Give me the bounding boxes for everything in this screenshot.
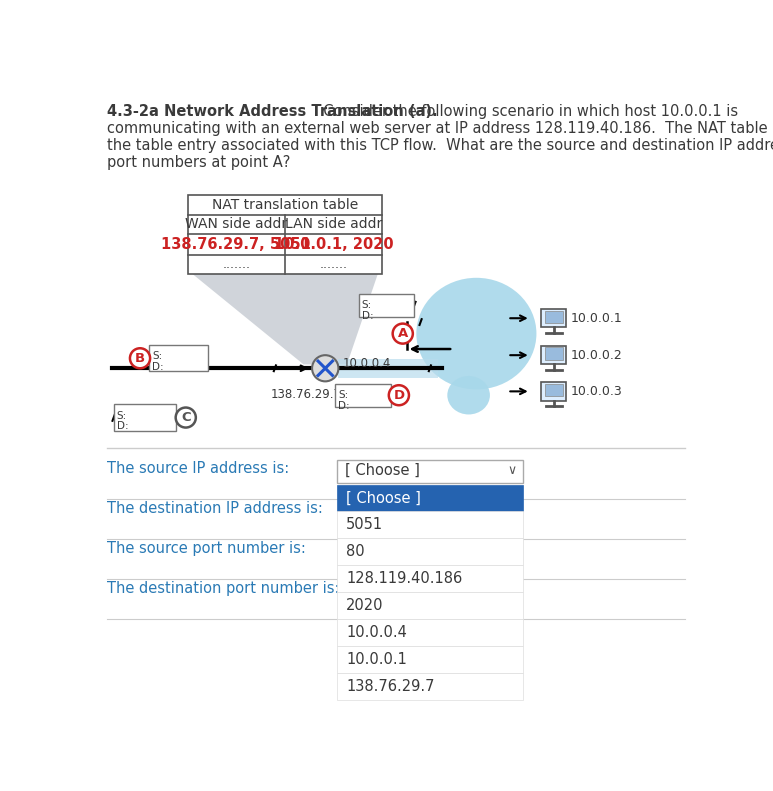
Bar [541,309,567,327]
Bar [541,382,567,400]
Ellipse shape [448,376,490,414]
Text: 10.0.0.4: 10.0.0.4 [346,625,407,640]
Text: 5051: 5051 [346,517,383,532]
Text: 10.0.0.1, 2020: 10.0.0.1, 2020 [274,237,393,252]
Text: 80: 80 [346,544,365,559]
Text: 10.0.0.1: 10.0.0.1 [571,312,623,325]
Text: 138.76.29.7: 138.76.29.7 [271,388,342,400]
Text: [ Choose ]: [ Choose ] [345,464,420,479]
Text: D:: D: [339,400,350,411]
Ellipse shape [417,278,536,389]
Text: D:: D: [362,311,373,320]
FancyBboxPatch shape [337,512,523,539]
Bar [149,345,208,371]
Text: 10.0.0.2: 10.0.0.2 [571,349,623,361]
Text: The source port number is:: The source port number is: [107,541,306,556]
FancyBboxPatch shape [337,673,523,700]
Circle shape [393,324,413,343]
Bar [544,384,564,396]
Bar [114,404,175,430]
Bar [359,293,414,316]
Text: B: B [135,352,145,365]
Text: WAN side addr: WAN side addr [185,218,288,231]
Text: port numbers at point A?: port numbers at point A? [107,155,290,170]
Bar [544,311,564,323]
Text: 10.0.0.1: 10.0.0.1 [346,653,407,668]
Circle shape [312,355,339,381]
Bar [541,346,567,365]
Text: communicating with an external web server at IP address 128.119.40.186.  The NAT: communicating with an external web serve… [107,121,773,136]
Text: 4.3-2a Network Address Translation (a).: 4.3-2a Network Address Translation (a). [107,104,438,119]
FancyBboxPatch shape [337,539,523,566]
Text: A: A [397,327,408,340]
Text: D: D [393,388,404,402]
Text: .......: ....... [319,258,347,271]
Text: LAN side addr: LAN side addr [284,218,382,231]
Circle shape [389,385,409,405]
Circle shape [175,407,196,428]
Text: S:: S: [339,390,349,399]
Text: Consider the following scenario in which host 10.0.0.1 is: Consider the following scenario in which… [315,104,738,119]
Text: The destination port number is:: The destination port number is: [107,581,340,596]
Circle shape [130,348,150,369]
Bar [335,384,391,407]
Bar [188,195,382,274]
Text: 10.0.0.3: 10.0.0.3 [571,385,623,398]
Text: S:: S: [117,411,127,421]
Text: NAT translation table: NAT translation table [212,198,358,212]
Text: the table entry associated with this TCP flow.  What are the source and destinat: the table entry associated with this TCP… [107,138,773,153]
Text: 138.76.29.7, 5051: 138.76.29.7, 5051 [162,237,311,252]
Text: 128.119.40.186: 128.119.40.186 [346,571,462,586]
Text: .......: ....... [222,258,250,271]
Text: ∨: ∨ [507,464,516,477]
Text: The destination IP address is:: The destination IP address is: [107,501,323,516]
Text: 2020: 2020 [346,598,383,613]
FancyBboxPatch shape [337,485,523,512]
Text: C: C [181,411,191,424]
Text: The source IP address is:: The source IP address is: [107,460,290,475]
FancyBboxPatch shape [337,566,523,592]
Text: [ Choose ]: [ Choose ] [346,490,421,505]
Text: S:: S: [362,300,372,310]
Bar [339,359,438,377]
FancyBboxPatch shape [337,646,523,673]
Text: D:: D: [117,422,128,431]
FancyBboxPatch shape [337,592,523,619]
Text: S:: S: [152,351,162,361]
Text: 138.76.29.7: 138.76.29.7 [346,679,434,694]
FancyBboxPatch shape [337,619,523,646]
Polygon shape [192,274,378,365]
Bar [544,347,564,360]
Text: 10.0.0.4: 10.0.0.4 [342,358,390,370]
Text: D:: D: [152,362,164,372]
FancyBboxPatch shape [337,460,523,483]
